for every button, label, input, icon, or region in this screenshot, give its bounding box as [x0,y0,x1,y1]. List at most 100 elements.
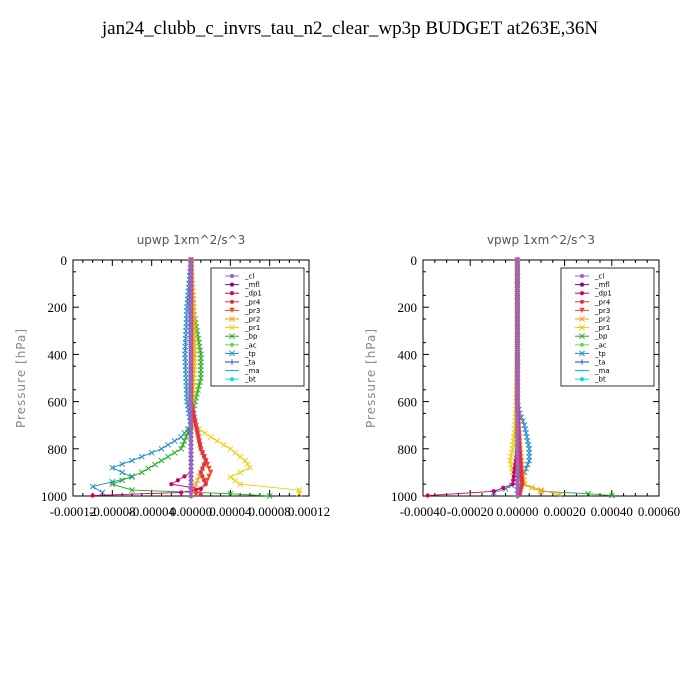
data-point [182,474,187,479]
data-point [188,324,194,329]
legend-label: _bt [244,376,256,384]
data-point [188,316,194,322]
y-axis-label: Pressure [hPa] [364,328,378,428]
data-point [129,487,135,494]
legend-label: _cl [244,273,254,281]
series-line [92,260,201,496]
x-tick-label: -0.00012 [50,504,97,519]
data-point [89,483,96,490]
data-point [188,368,194,373]
legend-marker [229,273,235,279]
legend-marker [229,282,235,287]
data-point [188,430,194,436]
data-point [179,441,186,448]
chart-title: upwp 1xm^2/s^3 [137,233,246,247]
legend-marker [229,342,235,347]
data-point [515,332,520,337]
data-point [188,442,194,447]
data-point [204,477,210,483]
data-point [109,464,116,471]
data-point [165,441,171,448]
legend-label: _ma [594,367,610,375]
series-dp1 [425,257,520,498]
data-point [188,407,194,412]
data-point [518,454,523,459]
data-point [515,478,520,483]
x-tick-label: 0.00000 [496,504,538,519]
data-point [188,297,194,302]
data-point [515,415,520,420]
data-point [518,462,523,467]
data-point [198,486,203,492]
data-point [129,457,135,464]
data-point [188,305,194,310]
data-point [198,446,203,451]
legend-marker [579,291,585,296]
data-point [183,434,190,440]
data-point [171,449,178,456]
y-tick-label: 0 [61,253,68,268]
data-point [188,458,194,463]
legend-label: _dp1 [594,290,612,298]
data-point [188,277,194,282]
data-point [515,364,520,369]
data-point [515,434,520,440]
legend-marker [579,342,585,347]
data-point [515,368,520,373]
data-point [188,348,194,353]
data-point [201,430,208,436]
legend-label: _bp [244,333,258,341]
data-point [227,474,234,481]
chart-title: vpwp 1xm^2/s^3 [487,233,595,247]
data-point [232,449,239,456]
data-point [515,301,520,306]
data-point [515,474,520,479]
data-point [518,489,523,494]
y-tick-label: 400 [48,347,68,362]
data-point [608,492,615,499]
data-point [515,277,520,282]
legend: _cl_mfl_dp1_pr4_pr3_pr2_pr1_bp_ac_tp_ta_… [560,267,655,387]
legend-label: _pr1 [244,324,260,332]
data-point [515,261,520,267]
data-point [197,442,203,447]
x-tick-label: -0.00008 [89,504,136,519]
data-point [188,486,194,491]
x-tick-label: 0.00020 [543,504,585,519]
data-point [169,482,174,487]
data-point [515,458,520,463]
legend-marker [579,273,585,279]
legend-label: _bp [594,333,608,341]
data-point [515,486,520,491]
data-point [519,478,524,483]
y-axis-label: Pressure [hPa] [14,328,28,428]
legend-marker [229,324,235,331]
data-point [518,466,524,471]
data-point [188,273,194,278]
data-point [425,493,430,498]
data-point [515,395,520,400]
data-point [148,449,155,456]
legend: _cl_mfl_dp1_pr4_pr3_pr2_pr1_bp_ac_tp_ta_… [210,267,305,387]
data-point [515,466,520,471]
data-point [192,419,198,424]
data-point [188,379,194,385]
data-point [515,493,520,499]
data-point [515,356,520,361]
series-cl [188,257,194,499]
data-point [188,478,194,483]
series-line [516,260,560,496]
legend-label: _tp [594,350,606,358]
data-point [501,485,506,490]
data-point [515,265,520,270]
legend-label: _ac [244,341,257,349]
data-point [515,383,520,388]
legend-marker [579,282,585,287]
data-point [202,478,207,483]
data-point [510,482,515,487]
data-point [515,340,520,345]
data-point [515,411,520,416]
data-point [188,336,194,341]
data-point [188,360,194,365]
legend-label: _pr4 [594,298,611,306]
